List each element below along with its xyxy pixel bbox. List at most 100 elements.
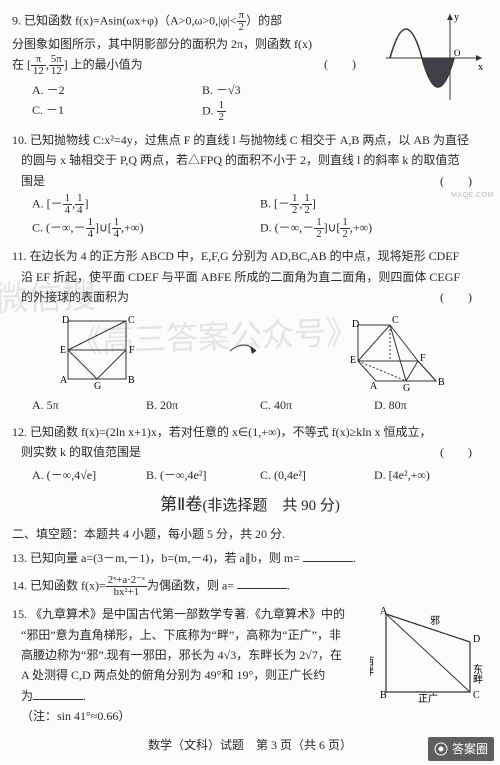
svg-text:G: G	[403, 383, 410, 391]
question-15: A D B C 邪 西畔 东畔 正广 15. 《九章算术》是中国古代第一部数学专…	[12, 604, 488, 726]
q9-opt-d: D. 12	[202, 100, 372, 124]
svg-text:C: C	[392, 315, 399, 326]
svg-text:B: B	[438, 377, 445, 388]
svg-text:西畔: 西畔	[370, 656, 374, 677]
q11-l1: 在边长为 4 的正方形 ABCD 中，E,F,G 分别为 AD,BC,AB 的中…	[30, 249, 460, 263]
q14-pre: 已知函数 f(x)=	[30, 578, 106, 592]
q9-phi-d: 2	[237, 22, 246, 33]
site-watermark: MXQE.COM	[451, 190, 494, 202]
section-2-sub: (非选择题 共 90 分)	[202, 498, 340, 514]
svg-text:A: A	[60, 375, 68, 386]
svg-text:C: C	[473, 690, 480, 701]
svg-text:东畔: 东畔	[471, 663, 483, 685]
q14-num: 14.	[12, 578, 27, 592]
svg-text:A: A	[380, 606, 388, 617]
q11-num: 11.	[12, 249, 27, 263]
q9-num: 9.	[12, 14, 21, 28]
q11-opt-a: A. 5π	[32, 395, 146, 415]
q10-l2: 的圆与 x 轴相交于 P,Q 两点，若△FPQ 的面积不小于 2，则直线 l 的…	[21, 153, 459, 167]
section-2-title: 第Ⅱ卷(非选择题 共 90 分)	[12, 491, 488, 520]
q11-opt-b: B. 20π	[146, 395, 260, 415]
q9-paren: ( )	[324, 54, 362, 74]
svg-text:E: E	[350, 355, 356, 366]
question-10: 10. 已知抛物线 C:x²=4y，过焦点 F 的直线 l 与抛物线 C 相交于…	[12, 130, 488, 240]
q15-hint: （注：sin 41°≈0.66）	[21, 709, 130, 723]
q10-opt-c: C. (－∞,－14]∪[14,+∞)	[32, 217, 260, 241]
svg-text:D: D	[352, 319, 359, 330]
q12-opt-c: C. (0,4e²]	[260, 465, 374, 485]
svg-text:D: D	[473, 634, 480, 645]
q12-paren: ( )	[440, 442, 478, 462]
q13-text: 已知向量 a=(3－m,－1)，b=(m,－4)，若 a∥b，则 m=	[30, 551, 303, 565]
q9-line3b: 上的最小值为	[71, 58, 143, 72]
q11-fig-2: D C E F A G B	[346, 311, 446, 391]
q15-num: 15.	[12, 607, 27, 621]
svg-text:A: A	[370, 381, 378, 391]
question-14: 14. 已知函数 f(x)=2ˣ+a·2⁻ˣbx²+1为偶函数，则 a= .	[12, 575, 488, 599]
svg-text:B: B	[128, 375, 135, 386]
svg-text:正广: 正广	[418, 693, 438, 704]
axis-y-label: y	[454, 12, 459, 23]
q9-figure: x y O	[378, 10, 488, 105]
svg-text:F: F	[129, 345, 135, 356]
q10-opt-d: D. (－∞,－12]∪[12,+∞)	[260, 217, 488, 241]
q9-line1b: ）的部	[246, 14, 282, 28]
q11-opt-c: C. 40π	[260, 395, 374, 415]
svg-text:C: C	[128, 315, 135, 326]
q9-options: A. －2 B. －√3 C. －1 D. 12	[12, 80, 372, 124]
q12-opt-b: B. (－∞,4e²]	[146, 465, 260, 485]
svg-text:E: E	[60, 345, 66, 356]
q13-blank	[303, 550, 353, 562]
q12-l1: 已知函数 f(x)=(2ln x+1)x，若对任意的 x∈(1,+∞)，不等式 …	[30, 425, 432, 439]
q15-l5: 为	[21, 689, 33, 703]
question-11: 11. 在边长为 4 的正方形 ABCD 中，E,F,G 分别为 AD,BC,A…	[12, 246, 488, 416]
q11-l2: 沿 EF 折起，使平面 CDEF 与平面 ABFE 所成的二面角为直二面角，则四…	[21, 270, 460, 284]
q12-num: 12.	[12, 425, 27, 439]
q9-int-d2: 12	[49, 66, 64, 77]
question-13: 13. 已知向量 a=(3－m,－1)，b=(m,－4)，若 a∥b，则 m= …	[12, 548, 488, 568]
q15-blank	[33, 688, 83, 700]
q15-figure: A D B C 邪 西畔 东畔 正广	[370, 604, 488, 704]
q15-l1: 《九章算术》是中国古代第一部数学专著.《九章算术》中的	[30, 607, 345, 621]
page-footer: 数学（文科）试题 第 3 页（共 6 页）	[12, 735, 488, 755]
q11-fig-1: D C E F A G B	[54, 311, 142, 391]
origin-label: O	[454, 48, 461, 58]
q11-opt-d: D. 80π	[374, 395, 488, 415]
q9-opt-c: C. －1	[32, 100, 202, 124]
q14-post: 为偶函数，则 a=	[147, 578, 237, 592]
q9-opt-b: B. －√3	[202, 80, 372, 100]
q10-paren: ( )	[440, 171, 478, 191]
q11-l3: 的外接球的表面积为	[21, 290, 129, 304]
q15-l2: “邪田”意为直角梯形，上、下底称为“畔”，高称为“正广”，非	[21, 628, 341, 642]
q10-num: 10.	[12, 133, 27, 147]
q14-d: bx²+1	[106, 587, 147, 598]
q11-paren: ( )	[440, 287, 478, 307]
q10-opt-a: A. [－14,14]	[32, 193, 260, 217]
q10-options: A. [－14,14] B. [－12,12] C. (－∞,－14]∪[14,…	[12, 193, 488, 240]
q9-int-d1: 12	[31, 66, 46, 77]
q9-line2: 分图象如图所示，其中阴影部分的面积为 2π，则函数 f(x)	[12, 37, 312, 51]
stamp-text: 答案圈	[452, 739, 488, 759]
svg-text:G: G	[94, 381, 101, 391]
q12-options: A. (－∞,4√e] B. (－∞,4e²] C. (0,4e²] D. [4…	[12, 465, 488, 485]
svg-text:B: B	[380, 690, 387, 701]
corner-stamp: 答案圈	[428, 737, 494, 761]
q11-options: A. 5π B. 20π C. 40π D. 80π	[12, 395, 488, 415]
svg-text:F: F	[420, 353, 426, 364]
q11-figures: D C E F A G B D C E F A G B	[12, 311, 488, 391]
q10-l1: 已知抛物线 C:x²=4y，过焦点 F 的直线 l 与抛物线 C 相交于 A,B…	[30, 133, 469, 147]
q9-line3a: 在	[12, 58, 24, 72]
question-12: 12. 已知函数 f(x)=(2ln x+1)x，若对任意的 x∈(1,+∞)，…	[12, 422, 488, 485]
q12-opt-d: D. [4e²,+∞)	[374, 465, 488, 485]
fill-header: 二、填空题：本题共 4 小题，每小题 5 分，共 20 分.	[12, 524, 488, 544]
q9-int-r: ]	[64, 58, 68, 72]
q15-l3: 高腰边称为“邪”.现有一邪田，邪长为 4√3，东畔长为 2√7，在	[21, 648, 342, 662]
question-9: x y O 9. 已知函数 f(x)=Asin(ωx+φ)（A>0,ω>0,|φ…	[12, 10, 488, 124]
svg-text:D: D	[62, 315, 69, 326]
q9-opt-a: A. －2	[32, 80, 202, 100]
svg-text:邪: 邪	[430, 615, 440, 627]
axis-x-label: x	[478, 62, 483, 73]
q13-num: 13.	[12, 551, 27, 565]
q9-line1a: 已知函数 f(x)=Asin(ωx+φ)（A>0,ω>0,|φ|<	[24, 14, 237, 28]
section-2-main: 第Ⅱ卷	[160, 495, 202, 514]
